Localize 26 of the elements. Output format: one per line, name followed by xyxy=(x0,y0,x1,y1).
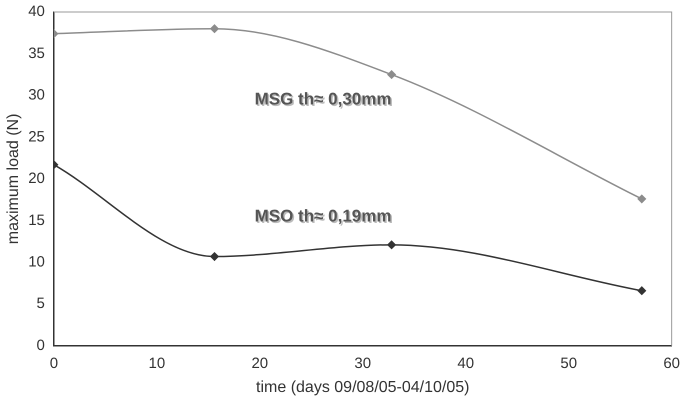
y-tick-label: 35 xyxy=(28,44,45,62)
x-tick-label: 20 xyxy=(251,354,268,372)
y-tick-label: 10 xyxy=(28,253,45,270)
y-tick-label: 5 xyxy=(36,295,45,312)
point xyxy=(210,252,219,261)
series-label: MSO th≈ 0,19mm xyxy=(256,208,393,227)
x-tick-label: 10 xyxy=(148,354,166,372)
point xyxy=(638,194,646,204)
x-axis-title: time (days 09/08/05-04/10/05) xyxy=(256,378,470,396)
point xyxy=(210,24,219,33)
point xyxy=(387,70,396,79)
x-tick-label: 0 xyxy=(50,354,58,372)
point xyxy=(638,286,646,295)
x-tick-label: 50 xyxy=(560,354,578,372)
y-tick-label: 20 xyxy=(28,170,45,188)
x-tick-label: 60 xyxy=(663,354,680,372)
y-axis-title: maximum load (N) xyxy=(5,114,22,244)
y-tick-label: 0 xyxy=(36,336,45,354)
x-tick-label: 40 xyxy=(457,354,474,372)
y-tick-label: 30 xyxy=(28,86,45,104)
y-tick-label: 15 xyxy=(28,212,45,229)
y-tick-label: 25 xyxy=(28,128,45,146)
y-tick-label: 40 xyxy=(28,3,45,20)
x-tick-label: 30 xyxy=(354,354,372,372)
point xyxy=(387,240,396,250)
series-label: MSG th≈ 0,30mm xyxy=(254,89,392,108)
